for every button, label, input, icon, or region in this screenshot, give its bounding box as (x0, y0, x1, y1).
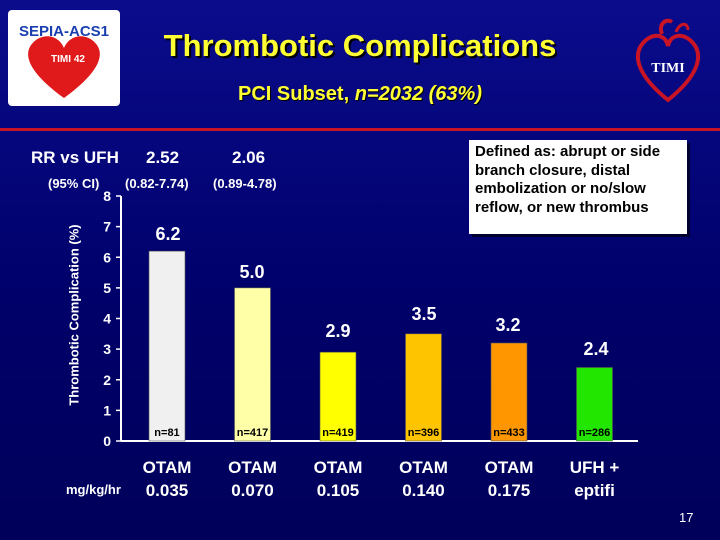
ci-label: (95% CI) (48, 176, 100, 191)
y-tick-label: 7 (103, 219, 111, 235)
bar-value-label: 2.9 (325, 321, 350, 341)
y-tick-label: 5 (103, 280, 111, 296)
bar-value-label: 6.2 (155, 224, 180, 244)
category-label-line1: OTAM (399, 458, 448, 477)
bar-n-label: n=396 (408, 427, 440, 439)
y-tick-label: 2 (103, 372, 111, 388)
category-label-line2: 0.070 (231, 481, 274, 500)
bar-value-label: 3.2 (495, 315, 520, 335)
bar-n-label: n=433 (493, 427, 525, 439)
y-tick-label: 8 (103, 188, 111, 204)
bar-n-label: n=286 (579, 427, 611, 439)
category-label-line2: 0.140 (402, 481, 445, 500)
category-label-line1: OTAM (314, 458, 363, 477)
bar (319, 351, 357, 442)
category-label-line2: 0.175 (488, 481, 531, 500)
bar (576, 367, 613, 442)
y-tick-label: 3 (103, 341, 111, 357)
category-label-line1: OTAM (228, 458, 277, 477)
y-tick-label: 4 (103, 311, 111, 327)
bar (405, 333, 442, 442)
rr-value-1: 2.52 (146, 148, 180, 167)
subtitle-prefix: PCI Subset, (238, 83, 355, 105)
rr-label: RR vs UFH (31, 148, 119, 167)
y-tick-label: 0 (103, 433, 111, 449)
y-tick-label: 6 (103, 249, 111, 265)
category-label-line2: 0.035 (146, 481, 189, 500)
category-label-line1: OTAM (485, 458, 534, 477)
timi-logo-text: TIMI (651, 61, 684, 76)
sepia-acs1-logo: SEPIA-ACS1 TIMI 42 (8, 10, 120, 106)
ci-value-1: (0.82-7.74) (125, 176, 189, 191)
ci-value-2: (0.89-4.78) (213, 176, 277, 191)
bar-n-label: n=417 (237, 427, 269, 439)
dose-unit-label: mg/kg/hr (66, 482, 121, 497)
logo-timi-text: TIMI 42 (51, 54, 85, 65)
y-tick-label: 1 (103, 402, 111, 418)
timi-logo: TIMI (636, 18, 700, 103)
bar-value-label: 2.4 (583, 339, 608, 359)
bar (490, 342, 528, 442)
logo-sepia-text: SEPIA-ACS1 (19, 23, 109, 40)
bar (234, 287, 271, 442)
bar (148, 250, 186, 442)
title-divider (0, 128, 720, 131)
slide-subtitle: PCI Subset, n=2032 (63%) (0, 83, 720, 106)
bar-n-label: n=81 (154, 427, 179, 439)
category-label-line1: OTAM (143, 458, 192, 477)
bar-n-label: n=419 (322, 427, 354, 439)
rr-value-2: 2.06 (232, 148, 266, 167)
page-number: 17 (679, 510, 694, 525)
category-label-line2: eptifi (574, 481, 615, 500)
slide-title: Thrombotic Complications (163, 28, 557, 63)
subtitle-n: n=2032 (63%) (354, 83, 482, 105)
category-label-line1: UFH + (570, 458, 620, 477)
definition-box: Defined as: abrupt or side branch closur… (469, 140, 687, 234)
bar-value-label: 3.5 (411, 304, 436, 324)
bar-value-label: 5.0 (239, 262, 264, 282)
category-label-line2: 0.105 (317, 481, 360, 500)
